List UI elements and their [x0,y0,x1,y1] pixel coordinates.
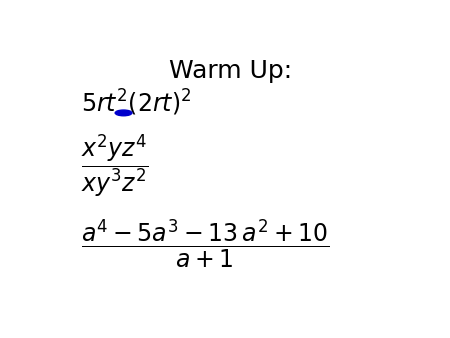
Text: $\dfrac{x^{2}yz^{4}}{xy^{3}z^{2}}$: $\dfrac{x^{2}yz^{4}}{xy^{3}z^{2}}$ [81,132,148,199]
Text: $5rt^{2}(2rt)^{2}$: $5rt^{2}(2rt)^{2}$ [81,88,191,118]
Ellipse shape [115,110,132,116]
Text: Warm Up:: Warm Up: [169,59,292,83]
Text: $\dfrac{a^{4}-5a^{3}-13\,a^{2}+10}{a+1}$: $\dfrac{a^{4}-5a^{3}-13\,a^{2}+10}{a+1}$ [81,217,329,270]
